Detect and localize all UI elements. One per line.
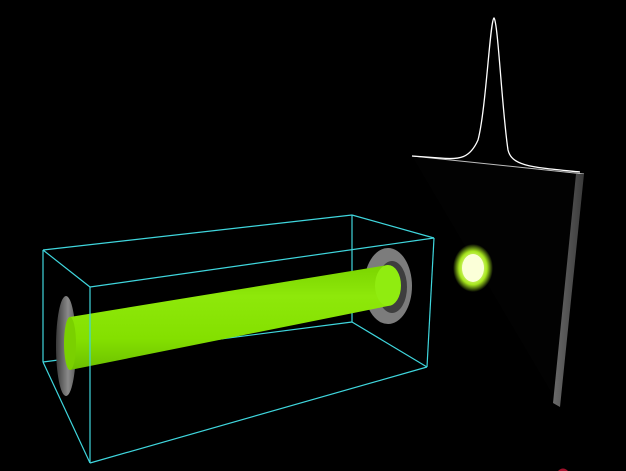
detection-screen bbox=[411, 155, 585, 407]
box-edge bbox=[351, 321, 428, 368]
optical-cavity-box-front bbox=[42, 237, 435, 464]
box-edge bbox=[351, 214, 435, 239]
box-edge bbox=[42, 249, 91, 288]
box-edge bbox=[42, 214, 353, 251]
box-edge bbox=[89, 366, 428, 464]
laser-beam bbox=[64, 265, 401, 370]
intensity-profile-curve bbox=[411, 17, 581, 173]
box-edge bbox=[426, 237, 435, 368]
beam-spot bbox=[453, 244, 493, 292]
box-edge bbox=[42, 361, 91, 464]
corner-mark bbox=[558, 468, 568, 471]
box-edge bbox=[89, 237, 435, 288]
